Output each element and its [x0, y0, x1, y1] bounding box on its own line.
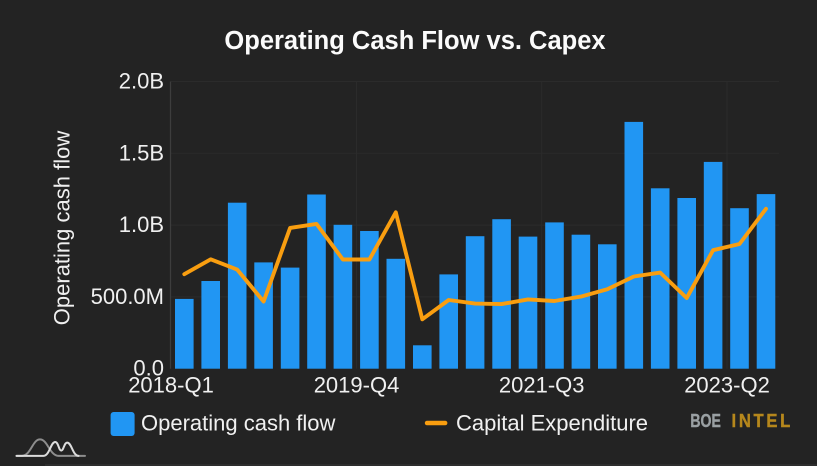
svg-text:2023-Q2: 2023-Q2	[684, 373, 770, 398]
svg-text:2021-Q3: 2021-Q3	[499, 373, 585, 398]
svg-text:2018-Q1: 2018-Q1	[128, 373, 214, 398]
svg-text:2.0B: 2.0B	[119, 69, 164, 94]
svg-text:Operating Cash Flow vs. Capex: Operating Cash Flow vs. Capex	[224, 27, 605, 55]
svg-text:BOE: BOE	[690, 410, 721, 431]
svg-text:2019-Q4: 2019-Q4	[314, 373, 400, 398]
svg-text:0.0: 0.0	[133, 356, 164, 381]
svg-text:Operating cash flow: Operating cash flow	[141, 411, 336, 436]
svg-text:1.5B: 1.5B	[119, 140, 164, 165]
svg-text:1.0B: 1.0B	[119, 212, 164, 237]
svg-text:INTEL: INTEL	[732, 410, 794, 431]
svg-text:Capital Expenditure: Capital Expenditure	[456, 411, 648, 436]
svg-text:Operating cash flow: Operating cash flow	[50, 131, 75, 326]
svg-text:500.0M: 500.0M	[91, 284, 164, 309]
